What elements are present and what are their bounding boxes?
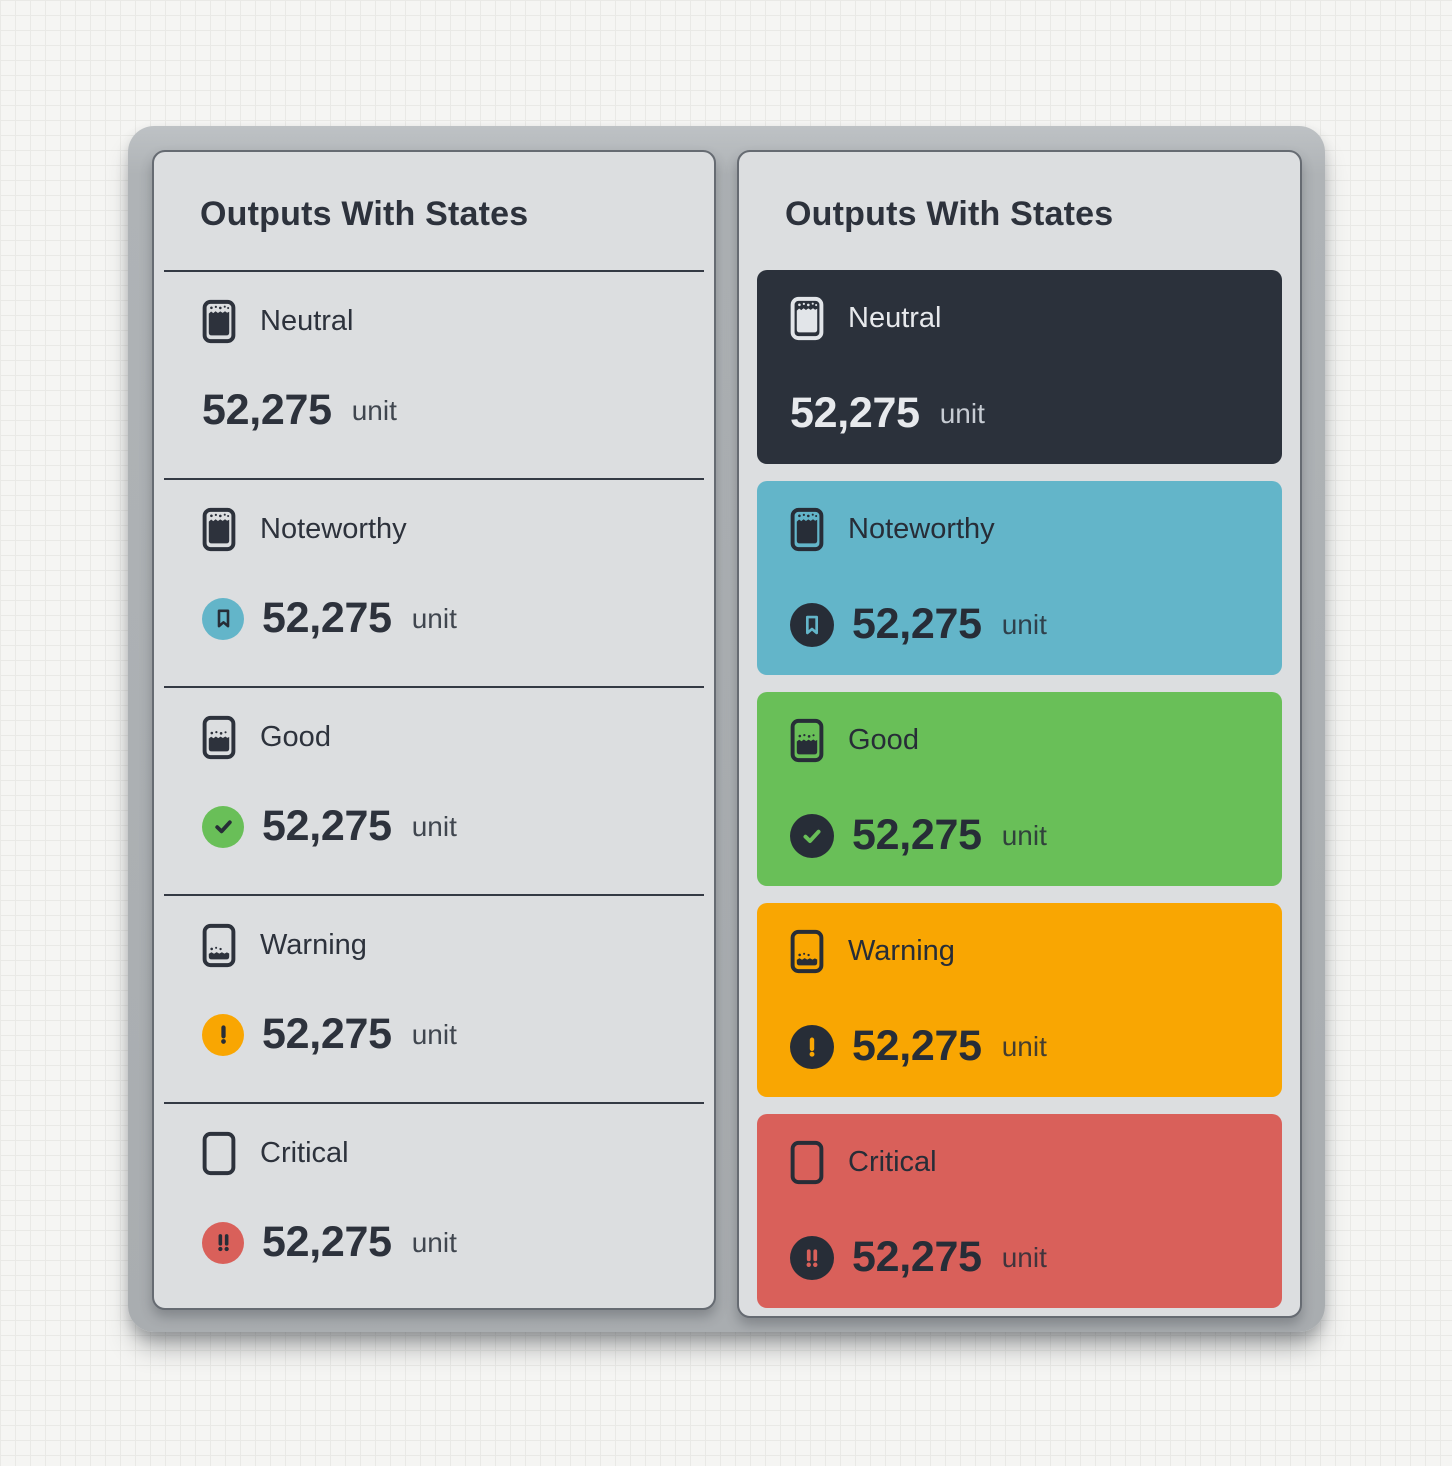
output-value: 52,275 bbox=[852, 1022, 982, 1070]
exclamation-icon bbox=[790, 1024, 834, 1069]
output-unit: unit bbox=[411, 810, 457, 842]
panel-title: Outputs With States bbox=[200, 195, 529, 233]
tank-empty-icon bbox=[790, 1140, 824, 1185]
output-unit: unit bbox=[1001, 1030, 1047, 1062]
double-exclamation-icon bbox=[202, 1221, 244, 1264]
output-value: 52,275 bbox=[202, 386, 332, 434]
exclamation-icon bbox=[202, 1013, 244, 1056]
output-unit: unit bbox=[411, 1226, 457, 1258]
state-label: Noteworthy bbox=[260, 513, 407, 545]
output-value: 52,275 bbox=[262, 594, 392, 642]
output-list: Neutral 52,275 unit Noteworthy 52,275 un… bbox=[164, 270, 704, 1308]
tank-full-icon bbox=[790, 296, 824, 341]
check-icon bbox=[790, 813, 834, 858]
state-label: Noteworthy bbox=[848, 513, 995, 545]
output-row-good: Good 52,275 unit bbox=[164, 688, 704, 896]
state-label: Good bbox=[848, 724, 919, 756]
output-card-warning: Warning 52,275 unit bbox=[757, 903, 1282, 1097]
tank-empty-icon bbox=[202, 1131, 236, 1176]
state-label: Good bbox=[260, 721, 331, 753]
tank-full-icon bbox=[202, 299, 236, 344]
output-unit: unit bbox=[1001, 608, 1047, 640]
left-panel: Outputs With States Neutral 52,275 unit … bbox=[152, 150, 716, 1310]
tank-half-icon bbox=[202, 715, 236, 760]
widget-frame: Outputs With States Neutral 52,275 unit … bbox=[128, 126, 1325, 1332]
check-icon bbox=[202, 805, 244, 848]
output-value: 52,275 bbox=[852, 600, 982, 648]
tank-full-icon bbox=[790, 507, 824, 552]
tank-half-icon bbox=[790, 718, 824, 763]
output-card-list: Neutral 52,275 unit Noteworthy 52,275 un… bbox=[757, 270, 1282, 1308]
output-row-critical: Critical 52,275 unit bbox=[164, 1104, 704, 1308]
tank-low-icon bbox=[202, 923, 236, 968]
output-unit: unit bbox=[1001, 819, 1047, 851]
output-unit: unit bbox=[351, 394, 397, 426]
output-row-neutral: Neutral 52,275 unit bbox=[164, 272, 704, 480]
output-value: 52,275 bbox=[852, 811, 982, 859]
state-label: Critical bbox=[848, 1146, 937, 1178]
output-row-noteworthy: Noteworthy 52,275 unit bbox=[164, 480, 704, 688]
output-value: 52,275 bbox=[790, 389, 920, 437]
output-unit: unit bbox=[411, 1018, 457, 1050]
bookmark-icon bbox=[202, 597, 244, 640]
state-label: Warning bbox=[848, 935, 955, 967]
double-exclamation-icon bbox=[790, 1235, 834, 1280]
output-card-noteworthy: Noteworthy 52,275 unit bbox=[757, 481, 1282, 675]
bookmark-icon bbox=[790, 602, 834, 647]
output-unit: unit bbox=[1001, 1241, 1047, 1273]
output-value: 52,275 bbox=[262, 802, 392, 850]
panel-title: Outputs With States bbox=[785, 195, 1114, 233]
state-label: Critical bbox=[260, 1137, 349, 1169]
output-unit: unit bbox=[411, 602, 457, 634]
state-label: Warning bbox=[260, 929, 367, 961]
output-value: 52,275 bbox=[852, 1233, 982, 1281]
output-card-good: Good 52,275 unit bbox=[757, 692, 1282, 886]
output-value: 52,275 bbox=[262, 1218, 392, 1266]
state-label: Neutral bbox=[260, 305, 354, 337]
tank-full-icon bbox=[202, 507, 236, 552]
state-label: Neutral bbox=[848, 302, 942, 334]
output-value: 52,275 bbox=[262, 1010, 392, 1058]
output-row-warning: Warning 52,275 unit bbox=[164, 896, 704, 1104]
tank-low-icon bbox=[790, 929, 824, 974]
output-unit: unit bbox=[939, 397, 985, 429]
right-panel: Outputs With States Neutral 52,275 unit … bbox=[737, 150, 1302, 1318]
output-card-critical: Critical 52,275 unit bbox=[757, 1114, 1282, 1308]
output-card-neutral: Neutral 52,275 unit bbox=[757, 270, 1282, 464]
